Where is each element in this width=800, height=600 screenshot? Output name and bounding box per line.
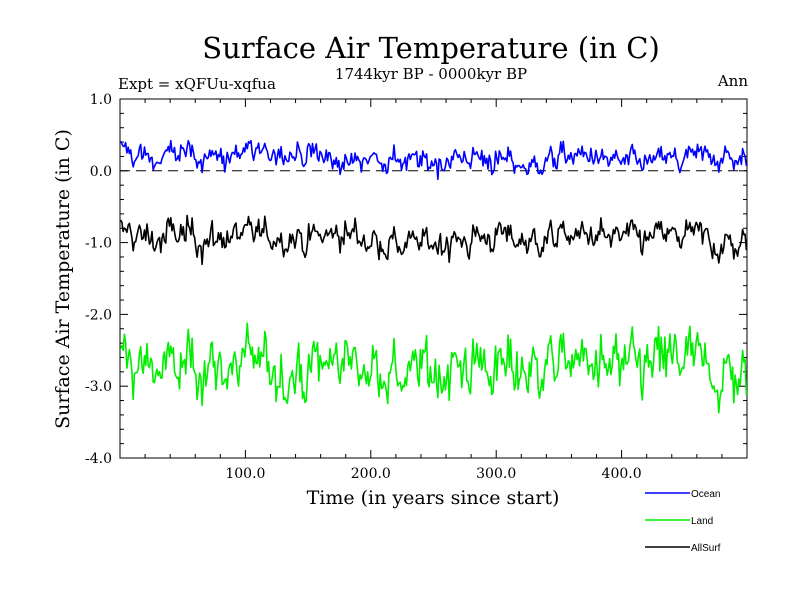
x-tick-labels: 100.0 200.0 300.0 400.0 bbox=[225, 466, 641, 482]
series-allsurf-line bbox=[119, 214, 748, 266]
plot-frame bbox=[119, 98, 748, 459]
legend: Ocean Land AllSurf bbox=[645, 489, 721, 554]
y-tick-labels: 1.0 0.0 -1.0 -2.0 -3.0 -4.0 bbox=[85, 92, 112, 467]
x-tick-label: 400.0 bbox=[602, 466, 642, 482]
y-tick-label: -1.0 bbox=[85, 236, 112, 252]
subtitle: 1744kyr BP - 0000kyr BP bbox=[335, 65, 527, 83]
chart-title: Surface Air Temperature (in C) bbox=[202, 31, 660, 65]
legend-label-ocean: Ocean bbox=[691, 489, 720, 500]
plot-area bbox=[119, 98, 748, 459]
y-tick-label: -4.0 bbox=[85, 451, 112, 467]
y-tick-label: 0.0 bbox=[90, 164, 112, 180]
y-tick-label: 1.0 bbox=[90, 92, 112, 108]
y-tick-label: -2.0 bbox=[85, 307, 112, 323]
series-ocean-line bbox=[119, 139, 748, 181]
x-tick-label: 200.0 bbox=[351, 466, 391, 482]
x-tick-label: 300.0 bbox=[476, 466, 516, 482]
legend-label-allsurf: AllSurf bbox=[691, 543, 721, 554]
x-axis-label: Time (in years since start) bbox=[307, 487, 560, 509]
legend-label-land: Land bbox=[691, 516, 713, 527]
experiment-label: Expt = xQFUu-xqfua bbox=[118, 75, 276, 93]
series-land-line bbox=[119, 322, 748, 414]
x-tick-label: 100.0 bbox=[225, 466, 265, 482]
y-axis-label: Surface Air Temperature (in C) bbox=[52, 129, 74, 429]
season-label: Ann bbox=[717, 72, 748, 90]
y-tick-label: -3.0 bbox=[85, 379, 112, 395]
